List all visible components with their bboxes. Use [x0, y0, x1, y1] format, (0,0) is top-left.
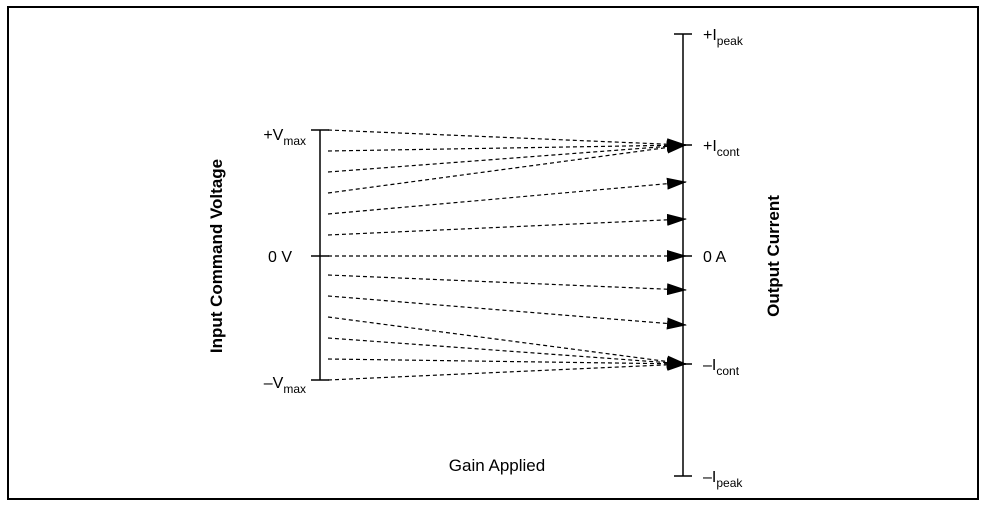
mapping-arrow: [327, 357, 687, 370]
mapping-arrow: [327, 316, 687, 368]
mapping-arrow: [327, 337, 687, 369]
output-label-neg-icont: –Icont: [703, 357, 740, 378]
mapping-arrow: [327, 140, 687, 173]
mapping-arrow: [327, 358, 687, 381]
input-label-vmax: +Vmax: [263, 127, 306, 148]
input-label-zero: 0 V: [268, 249, 292, 266]
mapping-arrow: [327, 274, 687, 296]
output-label-zero: 0 A: [703, 249, 726, 266]
diagram-caption: Gain Applied: [449, 456, 545, 475]
mapping-arrow: [327, 129, 687, 151]
diagram-frame: [7, 6, 979, 500]
input-axis-title: Input Command Voltage: [207, 159, 226, 353]
output-label-ipeak: +Ipeak: [703, 27, 744, 48]
output-label-neg-ipeak: –Ipeak: [703, 469, 743, 490]
input-label-vmin: –Vmax: [264, 375, 306, 396]
mapping-arrow: [327, 139, 687, 152]
mapping-arrow: [327, 177, 687, 215]
mapping-arrow: [327, 141, 687, 194]
mapping-arrows: [327, 129, 687, 381]
output-axis-title: Output Current: [764, 195, 783, 317]
output-label-icont: +Icont: [703, 138, 740, 159]
mapping-arrow: [327, 213, 687, 236]
mapping-arrow: [327, 295, 687, 330]
